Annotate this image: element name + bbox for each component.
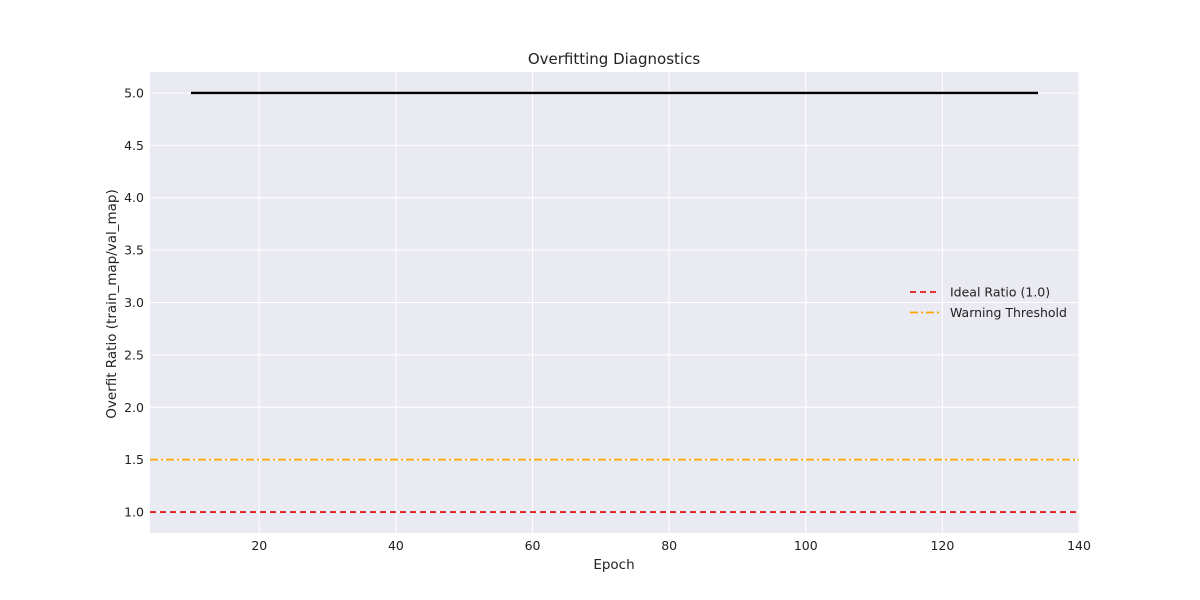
- x-tick-label: 100: [794, 538, 818, 553]
- x-axis-ticks: 20 40 60 80 100 120 140: [251, 538, 1091, 553]
- x-tick-label: 80: [661, 538, 677, 553]
- y-tick-label: 4.5: [124, 138, 144, 153]
- y-tick-label: 1.0: [124, 505, 144, 520]
- x-tick-label: 140: [1067, 538, 1091, 553]
- legend: Ideal Ratio (1.0) Warning Threshold: [910, 285, 1067, 320]
- y-tick-label: 4.0: [124, 190, 144, 205]
- legend-label-warning-threshold: Warning Threshold: [950, 305, 1067, 320]
- y-tick-label: 5.0: [124, 85, 144, 100]
- legend-label-ideal-ratio: Ideal Ratio (1.0): [950, 285, 1050, 300]
- y-tick-label: 1.5: [124, 452, 144, 467]
- y-axis-ticks: 1.0 1.5 2.0 2.5 3.0 3.5 4.0 4.5 5.0: [124, 85, 144, 519]
- x-tick-label: 40: [388, 538, 404, 553]
- x-axis-label: Epoch: [593, 557, 634, 573]
- x-tick-label: 60: [525, 538, 541, 553]
- chart-title: Overfitting Diagnostics: [528, 50, 700, 68]
- x-tick-label: 20: [251, 538, 267, 553]
- reference-lines: [150, 458, 1079, 513]
- x-tick-label: 120: [930, 538, 954, 553]
- y-tick-label: 2.5: [124, 347, 144, 362]
- y-tick-label: 2.0: [124, 400, 144, 415]
- y-tick-label: 3.5: [124, 243, 144, 258]
- y-tick-label: 3.0: [124, 295, 144, 310]
- y-axis-label: Overfit Ratio (train_map/val_map): [104, 189, 120, 419]
